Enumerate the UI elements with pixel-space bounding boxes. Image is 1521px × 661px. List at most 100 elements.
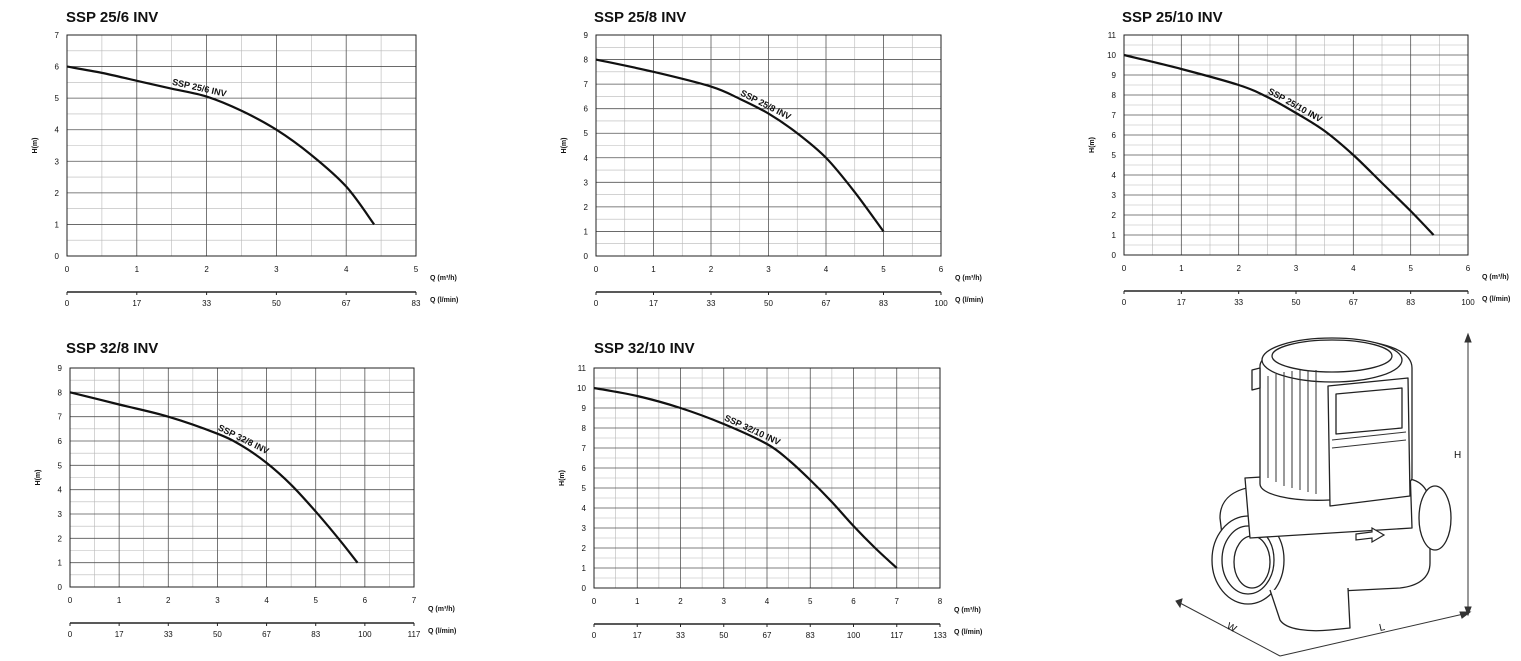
y-axis-label: H(m) <box>35 470 42 486</box>
y-tick-label: 0 <box>1112 251 1117 260</box>
x2-tick-label: 67 <box>262 630 271 639</box>
y-tick-label: 2 <box>55 189 60 198</box>
y-tick-label: 6 <box>55 63 60 72</box>
y-tick-label: 1 <box>584 227 589 236</box>
y-tick-label: 0 <box>584 252 589 261</box>
y-tick-label: 6 <box>58 437 63 446</box>
x-tick-label: 2 <box>1236 264 1241 273</box>
x-tick-label: 0 <box>68 596 73 605</box>
chart-panel-ssp-32-8: SSP 32/8 INV 0 1 2 3 4 5 6 7 8 9 0 1 2 3 4 5 6 7 0 17 33 50 67… <box>0 0 500 661</box>
x-tick-label: 7 <box>412 596 417 605</box>
y-tick-label: 6 <box>1112 131 1117 140</box>
x-tick-label: 0 <box>65 265 70 274</box>
y-tick-label: 1 <box>582 564 587 573</box>
y-tick-label: 3 <box>582 524 587 533</box>
y-axis-label: H(m) <box>559 470 566 486</box>
series-line <box>66 65 376 226</box>
series-line <box>1123 53 1435 236</box>
chart-title: SSP 25/6 INV <box>66 9 159 26</box>
x2-tick-label: 100 <box>847 631 861 640</box>
x-tick-label: 1 <box>117 596 122 605</box>
y-tick-label: 2 <box>58 534 63 543</box>
x2-tick-label: 67 <box>763 631 772 640</box>
y-tick-label: 2 <box>584 203 589 212</box>
x-axis-label: Q (m³/h) <box>428 606 455 613</box>
x2-tick-label: 0 <box>65 299 70 308</box>
x2-tick-label: 33 <box>202 299 211 308</box>
x2-tick-label: 0 <box>1122 298 1127 307</box>
y-tick-label: 11 <box>578 364 587 373</box>
x2-tick-label: 83 <box>311 630 320 639</box>
x-axis-label: Q (m³/h) <box>955 275 982 282</box>
y-axis-label: H(m) <box>561 138 568 154</box>
x-tick-label: 6 <box>851 597 856 606</box>
y-tick-label: 5 <box>55 94 60 103</box>
x2-axis-label: Q (l/min) <box>954 629 982 636</box>
x-tick-label: 0 <box>1122 264 1127 273</box>
y-tick-label: 4 <box>584 154 589 163</box>
x2-tick-label: 117 <box>890 631 903 640</box>
y-tick-label: 8 <box>584 56 589 65</box>
x2-tick-label: 83 <box>1406 298 1415 307</box>
y-axis-label: H(m) <box>32 138 39 154</box>
x-tick-label: 5 <box>881 265 886 274</box>
dimension-label-h: H <box>1454 450 1461 461</box>
x-tick-label: 2 <box>709 265 714 274</box>
chart-panel-ssp-25-6: SSP 25/6 INV 0 1 2 3 4 5 6 7 0 1 2 3 4 5 0 17 33 50 67 83 Q … <box>0 0 500 320</box>
y-tick-label: 11 <box>1108 31 1117 40</box>
x-tick-label: 4 <box>824 265 829 274</box>
x2-tick-label: 50 <box>719 631 728 640</box>
x-tick-label: 0 <box>592 597 597 606</box>
x-tick-label: 1 <box>635 597 640 606</box>
x-tick-label: 4 <box>765 597 770 606</box>
y-tick-label: 10 <box>577 384 586 393</box>
x-tick-label: 6 <box>363 596 368 605</box>
y-tick-label: 8 <box>582 424 587 433</box>
x2-tick-label: 17 <box>132 299 141 308</box>
x-tick-label: 3 <box>1294 264 1299 273</box>
x2-tick-label: 0 <box>68 630 73 639</box>
y-tick-label: 5 <box>58 461 63 470</box>
x2-tick-label: 133 <box>933 631 947 640</box>
chart-title: SSP 25/8 INV <box>594 9 687 26</box>
y-tick-label: 2 <box>1112 211 1117 220</box>
x-tick-label: 3 <box>766 265 771 274</box>
x2-tick-label: 33 <box>707 299 716 308</box>
x2-tick-label: 17 <box>649 299 658 308</box>
y-tick-label: 0 <box>55 252 60 261</box>
series-line <box>69 391 359 564</box>
x-tick-label: 2 <box>678 597 683 606</box>
x2-tick-label: 100 <box>358 630 372 639</box>
x2-tick-label: 83 <box>879 299 888 308</box>
y-tick-label: 5 <box>582 484 587 493</box>
x2-tick-label: 100 <box>934 299 948 308</box>
x2-tick-label: 50 <box>1292 298 1301 307</box>
x2-tick-label: 0 <box>592 631 597 640</box>
x2-axis-label: Q (l/min) <box>428 628 456 635</box>
x-tick-label: 2 <box>166 596 171 605</box>
y-tick-label: 3 <box>58 510 63 519</box>
y-tick-label: 9 <box>58 364 63 373</box>
y-tick-label: 1 <box>58 559 63 568</box>
y-tick-label: 7 <box>55 31 60 40</box>
x2-tick-label: 67 <box>822 299 831 308</box>
x2-tick-label: 117 <box>408 630 421 639</box>
x-tick-label: 7 <box>895 597 900 606</box>
x-tick-label: 1 <box>1179 264 1184 273</box>
y-tick-label: 3 <box>584 178 589 187</box>
x2-tick-label: 17 <box>115 630 124 639</box>
x-tick-label: 2 <box>204 265 209 274</box>
plot-frame <box>595 34 942 257</box>
plot-frame <box>69 367 415 588</box>
x-tick-label: 6 <box>939 265 944 274</box>
x2-tick-label: 33 <box>676 631 685 640</box>
x2-tick-label: 50 <box>764 299 773 308</box>
x2-tick-label: 100 <box>1461 298 1475 307</box>
y-tick-label: 10 <box>1107 51 1116 60</box>
y-tick-label: 0 <box>582 584 587 593</box>
chart-title: SSP 32/10 INV <box>594 340 695 357</box>
plot-frame <box>66 34 417 257</box>
